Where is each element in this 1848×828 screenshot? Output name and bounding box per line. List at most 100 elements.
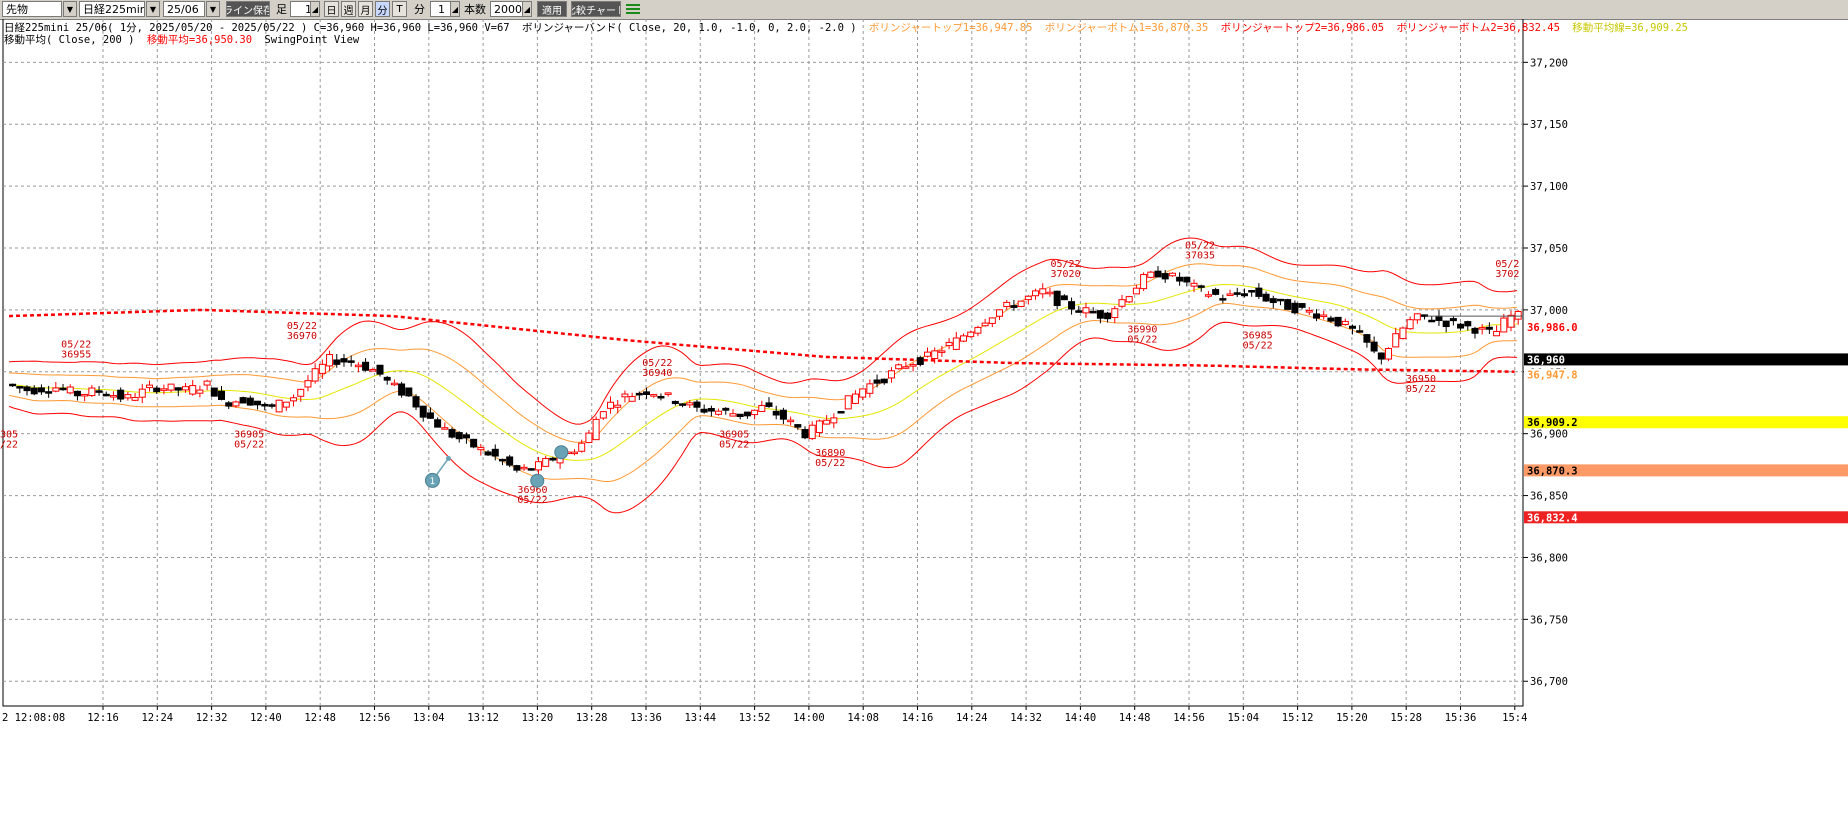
candle-up[interactable] xyxy=(326,354,334,367)
candle-up[interactable] xyxy=(815,420,823,434)
candle-up[interactable] xyxy=(945,341,953,347)
candle-up[interactable] xyxy=(88,387,96,397)
candle-up[interactable] xyxy=(275,399,283,413)
candle-up[interactable] xyxy=(477,447,485,451)
candle-up[interactable] xyxy=(664,392,672,395)
candle-up[interactable] xyxy=(715,410,723,415)
candle-up[interactable] xyxy=(290,397,298,402)
candle-up[interactable] xyxy=(1082,307,1090,314)
candle-down[interactable] xyxy=(340,358,348,363)
candle-up[interactable] xyxy=(981,322,989,327)
candle-down[interactable] xyxy=(527,468,535,471)
category-dropdown-arrow[interactable]: ▼ xyxy=(63,1,77,17)
candle-up[interactable] xyxy=(859,388,867,398)
candle-up[interactable] xyxy=(1132,287,1140,295)
candle-up[interactable] xyxy=(607,401,615,409)
candle-down[interactable] xyxy=(174,387,182,391)
candle-down[interactable] xyxy=(383,376,391,381)
bars-input[interactable]: 2000 xyxy=(490,1,532,17)
candle-down[interactable] xyxy=(1010,305,1018,308)
candle-up[interactable] xyxy=(887,370,895,379)
candle-up[interactable] xyxy=(369,369,377,372)
candle-up[interactable] xyxy=(297,388,305,397)
candle-down[interactable] xyxy=(419,405,427,418)
symbol-dropdown-arrow[interactable]: ▼ xyxy=(146,1,160,17)
candle-up[interactable] xyxy=(282,401,290,408)
candle-down[interactable] xyxy=(254,400,262,406)
candle-up[interactable] xyxy=(1320,314,1328,318)
candle-up[interactable] xyxy=(621,393,629,398)
candle-down[interactable] xyxy=(765,402,773,407)
candle-down[interactable] xyxy=(1442,320,1450,328)
candle-up[interactable] xyxy=(902,366,910,369)
line-save-button[interactable]: ライン保存 xyxy=(226,1,270,17)
candle-up[interactable] xyxy=(534,461,542,471)
candle-down[interactable] xyxy=(707,408,715,412)
candle-up[interactable] xyxy=(131,396,139,401)
bars-spin-icon[interactable]: ◢ xyxy=(522,1,532,17)
candle-down[interactable] xyxy=(1248,290,1256,293)
candle-up[interactable] xyxy=(1341,320,1349,326)
candle-down[interactable] xyxy=(1255,287,1263,297)
candle-up[interactable] xyxy=(823,419,831,425)
candle-down[interactable] xyxy=(491,448,499,457)
candle-up[interactable] xyxy=(592,418,600,441)
candle-up[interactable] xyxy=(160,388,168,391)
candle-down[interactable] xyxy=(261,403,269,407)
candle-up[interactable] xyxy=(1039,288,1047,295)
candle-down[interactable] xyxy=(16,386,24,389)
candle-down[interactable] xyxy=(1356,330,1364,333)
price-chart[interactable]: 37,20037,15037,10037,05037,00036,95036,9… xyxy=(0,19,1848,828)
candle-up[interactable] xyxy=(441,427,449,430)
candle-down[interactable] xyxy=(45,391,53,394)
candle-down[interactable] xyxy=(1276,298,1284,302)
candle-down[interactable] xyxy=(210,387,218,397)
candle-down[interactable] xyxy=(1334,316,1342,327)
candle-down[interactable] xyxy=(23,386,31,392)
candle-down[interactable] xyxy=(239,397,247,404)
candle-down[interactable] xyxy=(1377,352,1385,360)
candle-up[interactable] xyxy=(830,417,838,424)
candle-down[interactable] xyxy=(794,424,802,428)
candle-down[interactable] xyxy=(1262,293,1270,302)
candle-down[interactable] xyxy=(671,400,679,405)
candle-down[interactable] xyxy=(398,383,406,396)
candle-up[interactable] xyxy=(578,442,586,452)
candle-down[interactable] xyxy=(470,438,478,448)
candle-down[interactable] xyxy=(1176,276,1184,282)
candle-down[interactable] xyxy=(1096,310,1104,319)
candle-up[interactable] xyxy=(1514,310,1522,320)
candle-up[interactable] xyxy=(318,363,326,374)
candle-up[interactable] xyxy=(938,350,946,353)
candle-down[interactable] xyxy=(434,419,442,428)
candle-up[interactable] xyxy=(1500,317,1508,333)
candle-up[interactable] xyxy=(145,384,153,389)
candle-down[interactable] xyxy=(30,387,38,395)
candle-down[interactable] xyxy=(1089,310,1097,314)
candle-down[interactable] xyxy=(1298,303,1306,308)
contract-select[interactable]: 25/06 xyxy=(163,1,205,17)
candle-down[interactable] xyxy=(873,379,881,384)
candle-up[interactable] xyxy=(923,351,931,357)
candle-down[interactable] xyxy=(1075,310,1083,313)
candle-up[interactable] xyxy=(1125,296,1133,303)
candle-up[interactable] xyxy=(844,395,852,410)
candle-down[interactable] xyxy=(1457,323,1465,329)
candle-up[interactable] xyxy=(1017,300,1025,307)
foot-spin-icon[interactable]: ◢ xyxy=(310,1,320,17)
candle-up[interactable] xyxy=(931,350,939,359)
candle-up[interactable] xyxy=(304,380,312,388)
candle-down[interactable] xyxy=(1284,299,1292,310)
candle-up[interactable] xyxy=(390,382,398,386)
candle-down[interactable] xyxy=(376,364,384,375)
candle-up[interactable] xyxy=(311,368,319,382)
candle-down[interactable] xyxy=(1104,312,1112,320)
candle-down[interactable] xyxy=(1068,301,1076,310)
candle-up[interactable] xyxy=(1305,310,1313,313)
candle-down[interactable] xyxy=(455,432,463,440)
candle-up[interactable] xyxy=(354,364,362,368)
candle-down[interactable] xyxy=(405,387,413,397)
candle-up[interactable] xyxy=(232,401,240,407)
period-day-button[interactable]: 日 xyxy=(324,1,339,17)
candle-up[interactable] xyxy=(1032,290,1040,297)
